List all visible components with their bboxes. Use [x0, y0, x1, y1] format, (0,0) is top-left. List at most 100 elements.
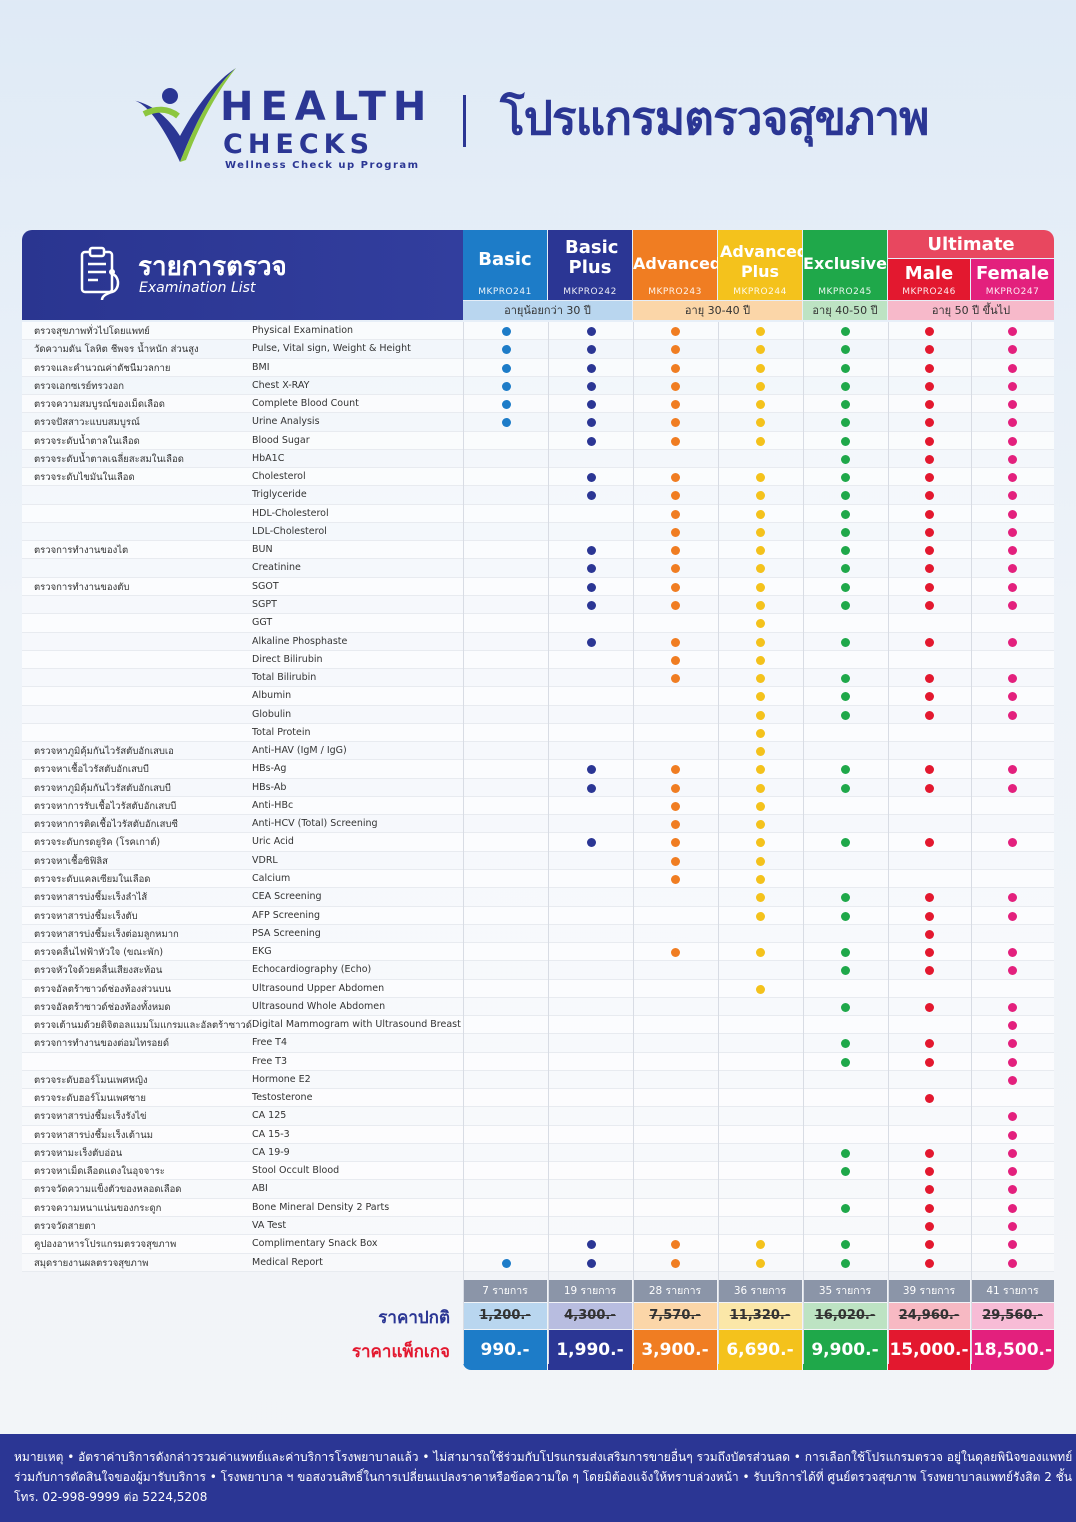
- column-divider: [548, 322, 549, 1364]
- included-dot-advanced: [670, 874, 680, 884]
- exam-name-thai: ตรวจหาภูมิคุ้มกันไวรัสตับอักเสบบี: [34, 782, 171, 794]
- table-row: ตรวจหาการรับเชื้อไวรัสตับอักเสบบี Anti-HB…: [22, 796, 1054, 816]
- included-dot-exclusive: [840, 893, 850, 903]
- table-row: ตรวจหัวใจด้วยคลื่นเสียงสะท้อน Echocardiog…: [22, 961, 1054, 980]
- included-dot-advanced-plus: [755, 765, 765, 775]
- table-row: ตรวจหาภูมิคุ้มกันไวรัสตับอักเสบบี HBs-Ab: [22, 778, 1054, 797]
- included-dot-female: [1007, 911, 1017, 921]
- included-dot-exclusive: [840, 637, 850, 647]
- exam-name-english: ABI: [252, 1183, 268, 1195]
- exam-name-english: Chest X-RAY: [252, 379, 310, 391]
- included-dot-advanced-plus: [755, 473, 765, 483]
- included-dot-advanced-plus: [755, 564, 765, 574]
- included-dot-exclusive: [840, 345, 850, 355]
- included-dot-advanced-plus: [755, 582, 765, 592]
- included-dot-advanced-plus: [755, 418, 765, 428]
- included-dot-advanced: [670, 783, 680, 793]
- regular-price-value: 11,320.-: [729, 1308, 791, 1323]
- included-dot-female: [1007, 1258, 1017, 1268]
- included-dot-male: [924, 1039, 934, 1049]
- included-dot-male: [924, 327, 934, 336]
- included-dot-exclusive: [840, 381, 850, 391]
- included-dot-advanced: [670, 765, 680, 775]
- table-row: ตรวจหาสารบ่งชี้มะเร็งรังไข่ CA 125: [22, 1107, 1054, 1126]
- exam-name-thai: ตรวจระดับฮอร์โมนเพศหญิง: [34, 1074, 148, 1086]
- exam-name-thai: ตรวจหาการรับเชื้อไวรัสตับอักเสบบี: [34, 800, 177, 812]
- package-code: MKPRO244: [733, 287, 787, 297]
- package-price-female: 18,500.-: [971, 1330, 1054, 1370]
- table-row: LDL-Cholesterol: [22, 522, 1054, 542]
- exam-name-english: Ultrasound Upper Abdomen: [252, 982, 385, 994]
- ultimate-label: Ultimate: [927, 234, 1015, 255]
- included-dot-advanced-plus: [755, 856, 765, 866]
- included-dot-female: [1007, 893, 1017, 903]
- included-dot-exclusive: [840, 1057, 850, 1067]
- exam-name-thai: ตรวจการทำงานของไต: [34, 545, 129, 557]
- exam-name-english: Hormone E2: [252, 1073, 311, 1085]
- exam-name-english: CA 15-3: [252, 1128, 290, 1140]
- exam-name-thai: ตรวจความสมบูรณ์ของเม็ดเลือด: [34, 399, 165, 411]
- health-checks-logo: HEALTH CHECKS Wellness Check up Program: [128, 62, 438, 182]
- included-dot-advanced: [670, 327, 680, 336]
- included-dot-basic: [501, 363, 511, 373]
- included-dot-female: [1007, 345, 1017, 355]
- exam-name-english: Complimentary Snack Box: [252, 1238, 378, 1250]
- included-dot-male: [924, 1094, 934, 1104]
- included-dot-advanced-plus: [755, 345, 765, 355]
- included-dot-advanced: [670, 527, 680, 537]
- table-row: ตรวจสุขภาพทั่วไปโดยแพทย์ Physical Examina…: [22, 322, 1054, 341]
- package-basic-plus: Basic Plus MKPRO242: [548, 230, 632, 300]
- included-dot-female: [1007, 710, 1017, 720]
- included-dot-exclusive: [840, 1039, 850, 1049]
- exam-name-english: Echocardiography (Echo): [252, 964, 372, 976]
- included-dot-exclusive: [840, 838, 850, 848]
- included-dot-advanced-plus: [755, 692, 765, 702]
- column-divider: [888, 322, 889, 1364]
- package-name: Female: [975, 263, 1050, 284]
- exam-name-english: Albumin: [252, 690, 292, 702]
- included-dot-advanced: [670, 491, 680, 501]
- table-row: ตรวจระดับกรดยูริค (โรคเกาต์) Uric Acid: [22, 833, 1054, 852]
- regular-price-value: 24,960.-: [898, 1308, 960, 1323]
- included-dot-male: [924, 418, 934, 428]
- included-dot-advanced: [670, 655, 680, 665]
- included-dot-basic-plus: [586, 1240, 596, 1250]
- table-row: ตรวจระดับแคลเซียมในเลือด Calcium: [22, 869, 1054, 889]
- package-price-label: ราคาแพ็กเกจ: [351, 1342, 450, 1362]
- regular-price-label: ราคาปกติ: [378, 1308, 450, 1328]
- included-dot-male: [924, 582, 934, 592]
- included-dot-advanced-plus: [755, 509, 765, 519]
- exam-name-english: Bone Mineral Density 2 Parts: [252, 1201, 390, 1213]
- table-row: GGT: [22, 614, 1054, 633]
- included-dot-exclusive: [840, 363, 850, 373]
- included-dot-advanced-plus: [755, 674, 765, 684]
- exam-name-thai: ตรวจปัสสาวะแบบสมบูรณ์: [34, 417, 140, 429]
- table-row: Direct Bilirubin: [22, 650, 1054, 670]
- included-dot-female: [1007, 564, 1017, 574]
- package-code: MKPRO245: [818, 287, 872, 297]
- exam-name-thai: ตรวจหาสารบ่งชี้มะเร็งต่อมลูกหมาก: [34, 928, 179, 940]
- included-dot-female: [1007, 692, 1017, 702]
- table-row: Creatinine: [22, 559, 1054, 578]
- column-divider: [803, 322, 804, 1364]
- included-dot-female: [1007, 418, 1017, 428]
- included-dot-basic-plus: [586, 418, 596, 428]
- included-dot-exclusive: [840, 564, 850, 574]
- table-row: ตรวจอัลตร้าซาวด์ช่องท้องส่วนบน Ultrasound…: [22, 979, 1054, 998]
- table-row: Globulin: [22, 705, 1054, 724]
- included-dot-male: [924, 509, 934, 519]
- test-count-advanced-plus: 36 รายการ: [718, 1280, 802, 1302]
- examination-list-title: รายการตรวจ: [138, 252, 287, 282]
- included-dot-advanced: [670, 546, 680, 556]
- table-row: ตรวจหาการติดเชื้อไวรัสตับอักเสบซี Anti-HC…: [22, 815, 1054, 834]
- exam-name-english: EKG: [252, 946, 272, 958]
- exam-name-english: Ultrasound Whole Abdomen: [252, 1000, 386, 1012]
- included-dot-advanced-plus: [755, 327, 765, 336]
- included-dot-female: [1007, 838, 1017, 848]
- exam-name-english: Complete Blood Count: [252, 398, 359, 410]
- package-price-advanced-plus: 6,690.-: [718, 1330, 802, 1370]
- footnote-line: โทร. 02-998-9999 ต่อ 5224,5208: [14, 1490, 208, 1504]
- age-group-50-plus: อายุ 50 ปี ขึ้นไป: [888, 301, 1054, 320]
- exam-name-english: Calcium: [252, 872, 291, 884]
- included-dot-exclusive: [840, 491, 850, 501]
